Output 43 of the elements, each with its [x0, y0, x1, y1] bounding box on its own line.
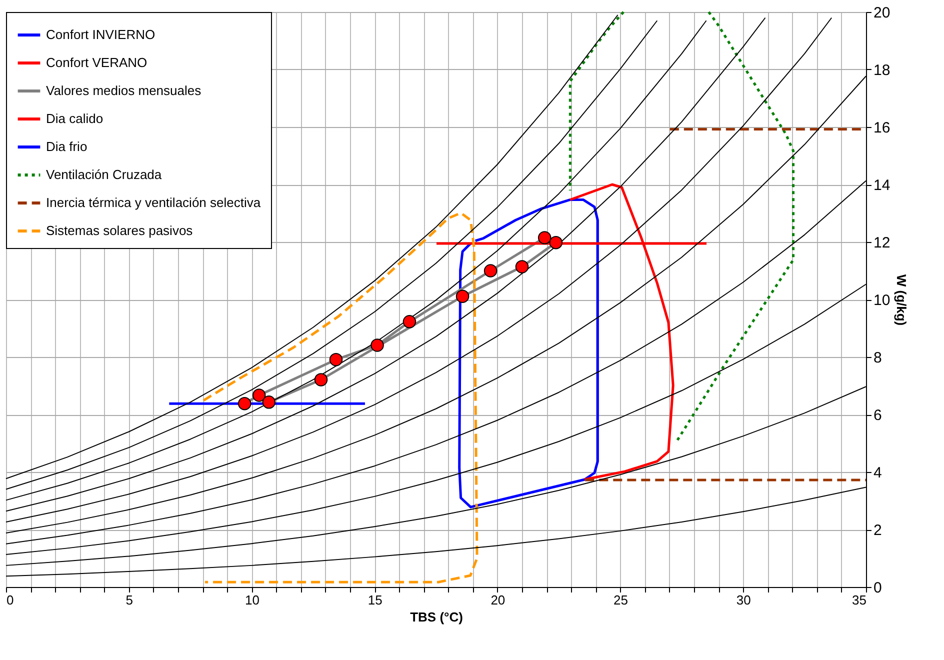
line-series	[202, 212, 478, 584]
point	[515, 260, 529, 274]
x-tick-label: 25	[614, 592, 628, 608]
y-axis-title: W (g/kg)	[894, 274, 910, 326]
legend-label: Confort INVIERNO	[46, 27, 156, 42]
x-tick-label: 30	[736, 592, 751, 608]
y-tick-label: 20	[874, 4, 890, 22]
y-tick-label: 12	[874, 234, 890, 252]
legend-label: Inercia térmica y ventilación selectiva	[46, 195, 262, 210]
x-tick-label: 10	[244, 592, 260, 608]
point	[370, 338, 384, 352]
y-tick-label: 4	[874, 464, 882, 482]
x-tick-label: 0	[6, 592, 14, 608]
point	[329, 352, 343, 366]
y-tick-label: 18	[874, 62, 890, 79]
y-tick-label: 8	[874, 350, 882, 366]
x-tick-label: 15	[368, 592, 382, 608]
point	[549, 236, 563, 250]
legend-label: Dia frio	[46, 139, 88, 154]
line-series	[458, 198, 599, 508]
point	[456, 290, 470, 303]
legend-label: Confort VERANO	[46, 55, 148, 70]
point	[314, 373, 328, 386]
y-tick-label: 6	[874, 407, 882, 424]
x-tick-label: 20	[490, 592, 506, 608]
point	[538, 231, 552, 244]
point	[252, 388, 266, 402]
point	[238, 396, 252, 410]
x-tick-label: 5	[126, 592, 133, 608]
legend-label: Dia calido	[46, 111, 104, 126]
legend-label: Ventilación Cruzada	[46, 167, 162, 182]
y-tick-label: 2	[874, 522, 882, 539]
legend-label: Valores medios mensuales	[46, 83, 202, 98]
point	[262, 396, 276, 409]
legend-label: Sistemas solares pasivos	[46, 223, 194, 238]
x-tick-label: 35	[852, 592, 866, 608]
y-tick-label: 10	[874, 292, 890, 309]
y-tick-label: 14	[874, 177, 890, 194]
point	[402, 315, 416, 328]
y-tick-label: 0	[874, 580, 882, 596]
point	[484, 264, 498, 278]
x-axis-title: TBS (°C)	[410, 610, 463, 624]
y-tick-label: 16	[874, 120, 890, 136]
